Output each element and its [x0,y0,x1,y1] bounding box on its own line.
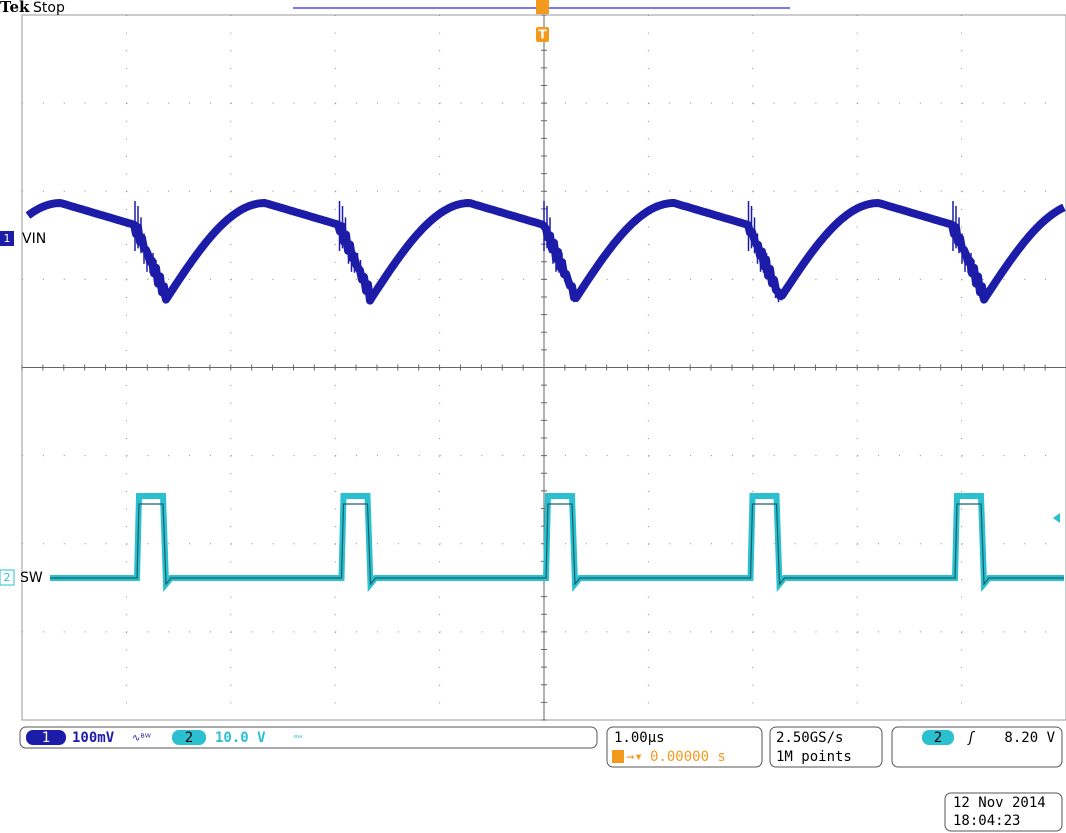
run-status: Stop [33,0,65,16]
sample-rate: 2.50GS/s [776,730,843,746]
timebase: 1.00µs [614,730,665,746]
ch2-trigger-arrow [1053,513,1060,523]
ch2-scale: 10.0 V [215,730,266,746]
brand: Tek [0,0,30,16]
record-length: 1M points [776,749,852,765]
acquisition-box [769,726,883,768]
ch1-trace [25,199,1066,305]
ch2-trace-core [50,503,1064,586]
ch1-ringing [134,201,993,303]
ch2-trace [50,493,1064,592]
ch2-marker: 2 [4,571,11,584]
ch1-marker-box [0,231,14,246]
trigger-source: 2 [934,730,942,746]
trigger-source-pill [922,730,954,745]
ch2-pill [172,730,206,745]
trigger-position: 0.00000 s [650,749,726,765]
ch1-pill [26,730,66,745]
trigger-top-marker [536,0,549,14]
ch2-bw-icon: ᴮᵂ [294,734,302,743]
graticule [21,14,1066,721]
ch1-marker: 1 [4,232,11,245]
ch1-coupling-icon: ∿ᴮᵂ [132,733,152,744]
trigger-level: 8.20 V [1004,730,1055,746]
channel-box [19,726,598,749]
ch1-number: 1 [42,730,50,746]
trigger-pos-arrow: →▾ [626,749,643,765]
timebase-box [606,726,763,768]
ch2-label: SW [20,570,43,586]
trigger-marker: T [538,28,547,42]
timestamp-box [944,792,1063,832]
ch1-scale: 100mV [72,730,115,746]
date: 12 Nov 2014 [953,795,1046,811]
trigger-slope: ʃ [967,730,976,746]
trigger-pos-icon [612,750,624,763]
time: 18:04:23 [953,813,1020,829]
ch2-marker-box [0,569,15,586]
ch1-label: VIN [22,231,46,247]
trigger-marker-box [536,27,549,42]
ch2-number: 2 [185,730,193,746]
